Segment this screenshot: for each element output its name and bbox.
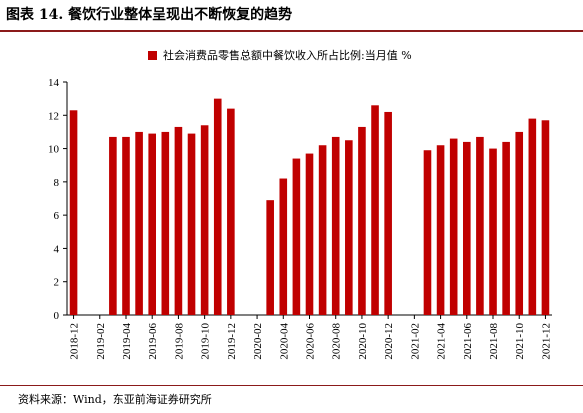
bar	[266, 200, 274, 315]
x-tick-label: 2019-06	[147, 323, 159, 360]
x-tick-label: 2019-12	[226, 323, 238, 360]
x-tick-label: 2021-10	[514, 323, 526, 360]
y-tick-label: 4	[54, 243, 60, 255]
bar	[358, 126, 366, 315]
bar	[69, 110, 78, 316]
x-tick-label: 2019-08	[173, 323, 185, 360]
bar	[423, 150, 432, 315]
bar	[528, 118, 537, 315]
bar	[436, 145, 445, 315]
x-tick-label: 2021-12	[540, 323, 552, 360]
x-tick-label: 2021-02	[409, 323, 421, 360]
legend: 社会消费品零售总额中餐饮收入所占比例:当月值 %	[148, 47, 412, 63]
bar	[161, 131, 170, 315]
x-tick-label: 2020-06	[305, 323, 317, 360]
figure-title: 图表 14. 餐饮行业整体呈现出不断恢复的趋势	[6, 7, 293, 23]
bar	[462, 141, 471, 315]
bar	[449, 138, 458, 315]
bar	[122, 136, 130, 315]
y-tick-label: 0	[54, 310, 60, 322]
bar	[345, 140, 353, 315]
y-tick-label: 14	[48, 77, 60, 89]
bar	[279, 178, 288, 315]
bar	[227, 108, 235, 315]
y-tick-label: 10	[48, 144, 60, 156]
title-rule	[0, 30, 583, 32]
x-tick-label: 2021-06	[462, 323, 474, 360]
bar	[515, 131, 524, 315]
bar	[135, 131, 143, 315]
y-tick-label: 8	[54, 177, 60, 189]
x-tick-label: 2021-08	[488, 323, 500, 360]
x-tick-label: 2019-04	[121, 323, 133, 360]
bar	[213, 98, 222, 316]
source-note: 资料来源：Wind，东亚前海证券研究所	[18, 393, 212, 406]
bar	[331, 136, 340, 315]
bar	[292, 158, 301, 315]
x-tick-label: 2018-12	[69, 323, 81, 360]
legend-swatch	[148, 50, 157, 60]
bar	[489, 148, 497, 315]
x-tick-label: 2019-10	[200, 323, 212, 360]
bar	[174, 126, 183, 315]
bar	[318, 145, 327, 315]
bar	[109, 136, 117, 315]
bar	[187, 133, 196, 315]
bar	[476, 136, 484, 315]
x-tick-label: 2020-12	[383, 323, 395, 360]
y-tick-label: 6	[54, 210, 60, 222]
x-tick-label: 2021-04	[436, 323, 448, 360]
legend-label: 社会消费品零售总额中餐饮收入所占比例:当月值 %	[163, 49, 412, 62]
bar-chart: 0 2 4 6 8 10 12 14 2018-12 2019-02 2019-04 2019-06 2…	[48, 77, 552, 360]
y-tick-label: 12	[48, 110, 59, 122]
x-tick-label: 2020-10	[357, 323, 369, 360]
x-tick-label: 2020-02	[252, 323, 264, 360]
y-tick-label: 2	[54, 277, 60, 289]
bar	[541, 120, 550, 316]
x-tick-label: 2020-08	[331, 323, 343, 360]
source-rule	[0, 385, 583, 386]
bar	[200, 125, 209, 316]
bar	[371, 105, 379, 315]
bar	[384, 111, 392, 315]
bar	[305, 153, 314, 315]
x-tick-label: 2019-02	[95, 323, 107, 360]
bar	[148, 133, 157, 315]
bar	[502, 141, 510, 315]
x-tick-label: 2020-04	[278, 323, 290, 360]
